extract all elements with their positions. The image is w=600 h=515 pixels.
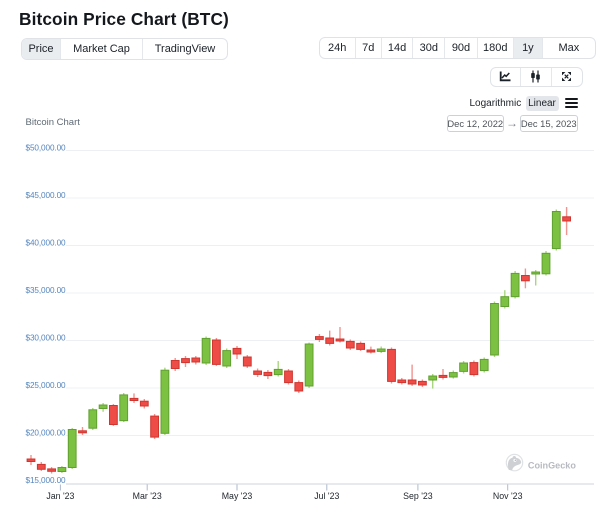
svg-text:CoinGecko: CoinGecko xyxy=(528,461,576,471)
svg-text:Mar '23: Mar '23 xyxy=(133,491,162,501)
svg-text:Sep '23: Sep '23 xyxy=(403,491,433,501)
svg-text:$20,000.00: $20,000.00 xyxy=(26,429,67,438)
svg-text:$35,000.00: $35,000.00 xyxy=(26,286,67,295)
svg-text:$45,000.00: $45,000.00 xyxy=(26,191,67,200)
svg-text:May '23: May '23 xyxy=(222,491,253,501)
svg-text:$15,000.00: $15,000.00 xyxy=(26,476,67,485)
svg-text:Nov '23: Nov '23 xyxy=(493,491,523,501)
svg-text:$50,000.00: $50,000.00 xyxy=(26,144,67,153)
svg-text:$40,000.00: $40,000.00 xyxy=(26,239,67,248)
svg-text:$30,000.00: $30,000.00 xyxy=(26,334,67,343)
svg-text:$25,000.00: $25,000.00 xyxy=(26,381,67,390)
svg-text:Jan '23: Jan '23 xyxy=(46,491,74,501)
svg-text:Jul '23: Jul '23 xyxy=(314,491,339,501)
